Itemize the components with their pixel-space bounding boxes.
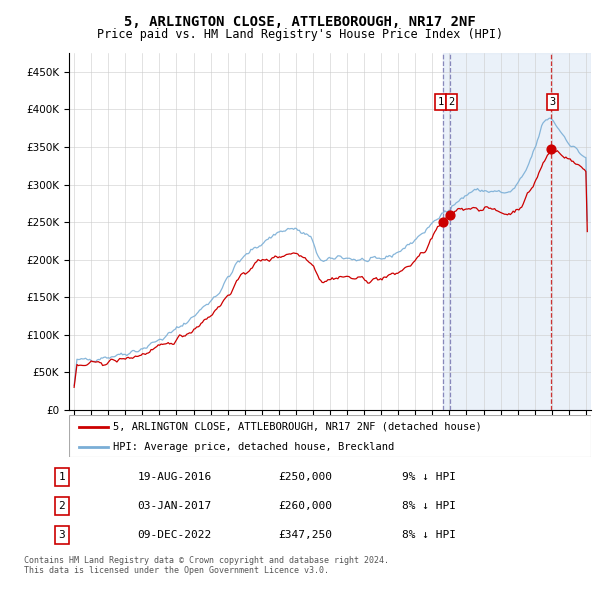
Text: HPI: Average price, detached house, Breckland: HPI: Average price, detached house, Brec… <box>113 442 395 451</box>
Text: 09-DEC-2022: 09-DEC-2022 <box>137 530 212 540</box>
Text: 1: 1 <box>58 471 65 481</box>
Text: 8% ↓ HPI: 8% ↓ HPI <box>402 530 456 540</box>
Text: 3: 3 <box>549 97 556 107</box>
Text: £260,000: £260,000 <box>278 501 332 511</box>
Text: 5, ARLINGTON CLOSE, ATTLEBOROUGH, NR17 2NF: 5, ARLINGTON CLOSE, ATTLEBOROUGH, NR17 2… <box>124 15 476 29</box>
Bar <box>443 53 591 410</box>
Text: Contains HM Land Registry data © Crown copyright and database right 2024.
This d: Contains HM Land Registry data © Crown c… <box>24 556 389 575</box>
Text: 3: 3 <box>58 530 65 540</box>
Text: 1: 1 <box>437 97 444 107</box>
Point <box>439 218 448 227</box>
Text: 2: 2 <box>448 97 454 107</box>
Point <box>546 145 556 154</box>
Text: 5, ARLINGTON CLOSE, ATTLEBOROUGH, NR17 2NF (detached house): 5, ARLINGTON CLOSE, ATTLEBOROUGH, NR17 2… <box>113 422 482 432</box>
Text: 19-AUG-2016: 19-AUG-2016 <box>137 471 212 481</box>
Text: £347,250: £347,250 <box>278 530 332 540</box>
Text: £250,000: £250,000 <box>278 471 332 481</box>
Text: Price paid vs. HM Land Registry's House Price Index (HPI): Price paid vs. HM Land Registry's House … <box>97 28 503 41</box>
Text: 2: 2 <box>58 501 65 511</box>
Point <box>445 210 454 219</box>
Text: 9% ↓ HPI: 9% ↓ HPI <box>402 471 456 481</box>
Text: 03-JAN-2017: 03-JAN-2017 <box>137 501 212 511</box>
Text: 8% ↓ HPI: 8% ↓ HPI <box>402 501 456 511</box>
